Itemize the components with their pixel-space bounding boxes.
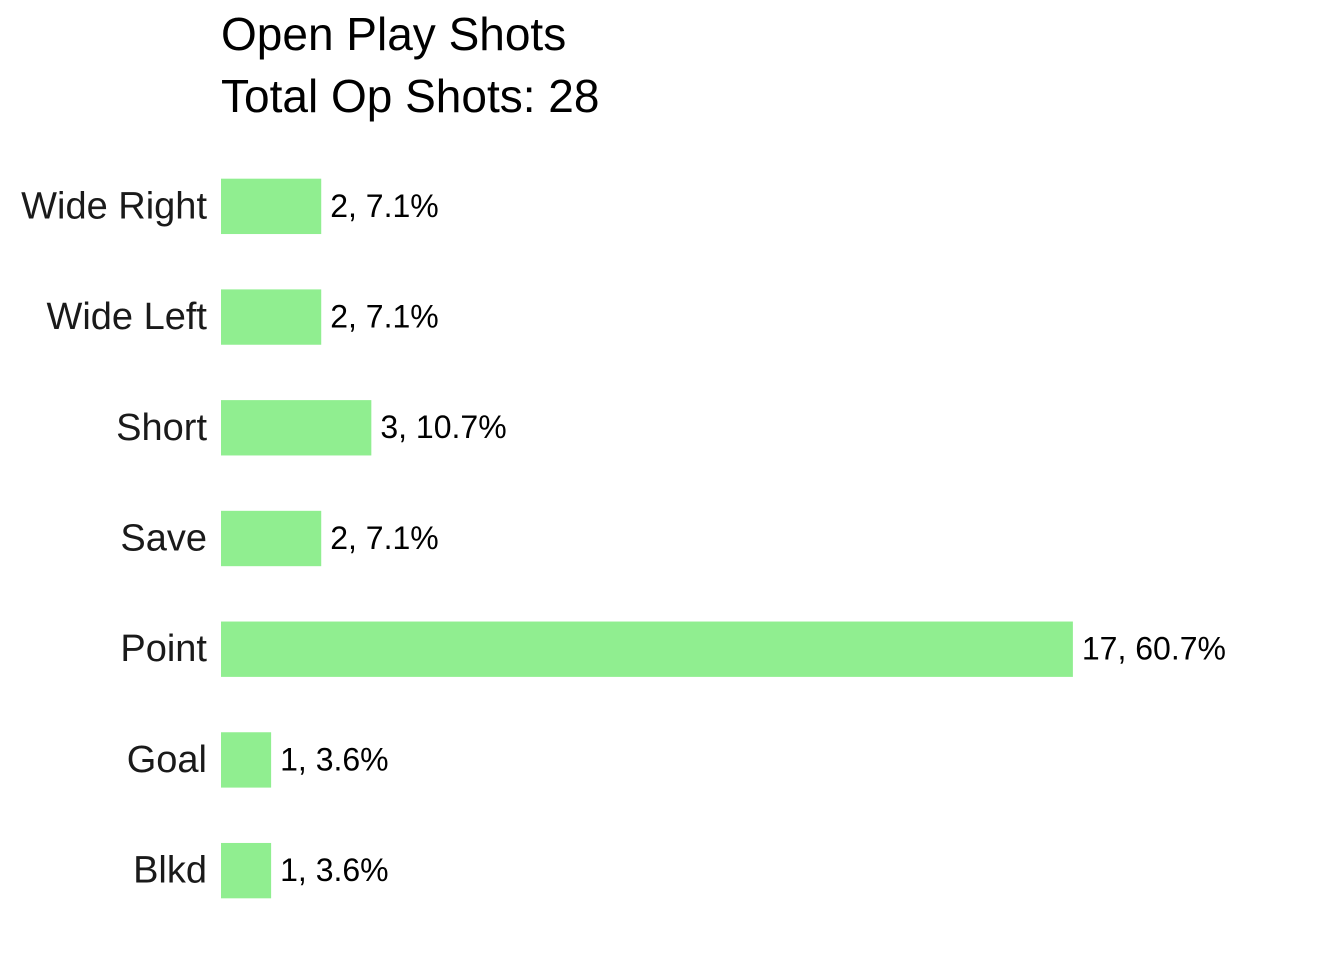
category-label: Point bbox=[120, 628, 207, 670]
value-label: 2, 7.1% bbox=[330, 520, 439, 556]
value-label: 1, 3.6% bbox=[280, 852, 389, 888]
category-label: Goal bbox=[127, 739, 207, 781]
value-label: 1, 3.6% bbox=[280, 741, 389, 777]
value-label: 2, 7.1% bbox=[330, 299, 439, 335]
bar bbox=[221, 621, 1073, 677]
category-label: Blkd bbox=[133, 850, 207, 892]
value-label: 2, 7.1% bbox=[330, 188, 439, 224]
category-label: Save bbox=[120, 518, 207, 560]
bar bbox=[221, 400, 372, 456]
bar bbox=[221, 842, 272, 899]
category-label: Wide Right bbox=[21, 185, 207, 227]
bar bbox=[221, 732, 272, 788]
category-label: Wide Left bbox=[46, 296, 207, 338]
chart-subtitle: Total Op Shots: 28 bbox=[221, 70, 599, 122]
value-label: 17, 60.7% bbox=[1082, 631, 1226, 667]
category-label: Short bbox=[116, 407, 207, 449]
bar bbox=[221, 178, 322, 235]
bar bbox=[221, 289, 322, 345]
bar bbox=[221, 510, 322, 567]
chart-title: Open Play Shots bbox=[221, 8, 566, 60]
value-label: 3, 10.7% bbox=[380, 409, 506, 445]
